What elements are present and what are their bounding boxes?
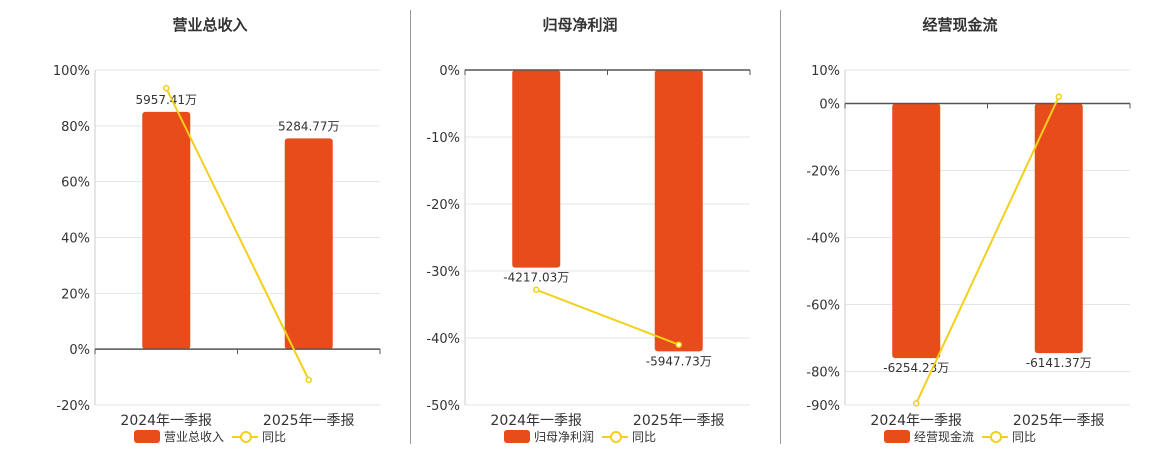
chart-title: 经营现金流: [922, 16, 998, 34]
yoy-line: [535, 288, 680, 346]
bar: [892, 103, 941, 359]
bar-value-label: -4217.03万: [503, 271, 569, 285]
legend-item-line[interactable]: 同比: [232, 428, 286, 445]
yoy-line: [165, 87, 310, 381]
legend-line-label: 同比: [1012, 430, 1037, 444]
legend-item-bar[interactable]: 归母净利润: [503, 428, 594, 445]
legend-bar-label: 经营现金流: [913, 430, 974, 444]
yoy-point: [305, 376, 312, 384]
x-category-label: 2025年一季报: [263, 413, 355, 429]
legend-bar-label: 归母净利润: [533, 430, 594, 444]
y-tick-label: -20%: [806, 165, 840, 180]
bar-value-label: -6141.37万: [1026, 356, 1092, 370]
yoy-point: [1055, 93, 1062, 101]
legend-bar-label: 营业总收入: [163, 430, 224, 444]
bar: [1034, 103, 1083, 354]
legend-line-swatch: [232, 430, 258, 443]
y-tick-label: -30%: [426, 265, 460, 280]
bar: [142, 111, 191, 350]
bar-value-label: 5284.77万: [278, 119, 340, 133]
y-tick-label: 100%: [53, 64, 90, 79]
legend-bar-swatch: [883, 430, 910, 443]
bar-value-label: 5957.41万: [135, 93, 197, 107]
y-tick-label: -20%: [426, 198, 460, 213]
y-tick-label: 0%: [819, 98, 840, 113]
x-category-label: 2024年一季报: [870, 413, 962, 429]
legend-item-bar[interactable]: 经营现金流: [883, 428, 974, 445]
y-tick-label: -10%: [426, 131, 460, 146]
yoy-point: [163, 84, 170, 92]
legend-line-swatch: [982, 430, 1008, 443]
panel-divider: [410, 10, 411, 444]
legend-bar-swatch: [503, 430, 530, 443]
bar-value-label: -5947.73万: [646, 354, 712, 368]
x-category-label: 2024年一季报: [490, 413, 582, 429]
chart-title: 归母净利润: [542, 16, 618, 34]
y-tick-label: 80%: [61, 120, 90, 135]
y-tick-label: 0%: [439, 64, 460, 79]
legend: 归母净利润 同比: [395, 428, 765, 445]
yoy-line: [915, 96, 1060, 404]
chart-plot: -20% 0% 20% 40% 60% 80% 100% 5957.41万 5284.77万 20…: [53, 64, 381, 429]
y-tick-label: -60%: [806, 299, 840, 314]
bar: [284, 138, 333, 350]
chart-panel-net-profit: 归母净利润 -50% -40% -30% -20% -10% 0% -4217.03万 -59…: [395, 0, 765, 450]
chart-plot: -90% -80% -60% -40% -20% 0% 10% -6254.23万 -6141.…: [806, 64, 1131, 429]
y-tick-label: 10%: [811, 64, 840, 79]
chart-panel-revenue: 营业总收入 -20% 0% 20% 40% 60% 80% 100% 5957.41万 5284…: [25, 0, 395, 450]
x-category-label: 2024年一季报: [120, 413, 212, 429]
chart-plot: -50% -40% -30% -20% -10% 0% -4217.03万 -5947.73万…: [426, 64, 751, 429]
y-tick-label: -20%: [56, 399, 90, 414]
legend-item-line[interactable]: 同比: [602, 428, 656, 445]
bar: [654, 70, 703, 352]
legend-item-bar[interactable]: 营业总收入: [133, 428, 224, 445]
y-tick-label: 40%: [61, 232, 90, 247]
yoy-point: [913, 400, 920, 407]
yoy-point: [675, 341, 682, 348]
legend-bar-swatch: [133, 430, 160, 443]
x-category-label: 2025年一季报: [633, 413, 725, 429]
y-tick-label: -50%: [426, 399, 460, 414]
panel-divider: [780, 10, 781, 444]
legend-line-label: 同比: [632, 430, 657, 444]
bar: [512, 70, 561, 268]
bar-value-label: -6254.23万: [883, 361, 949, 375]
y-tick-label: -80%: [806, 366, 840, 381]
legend-line-label: 同比: [262, 430, 287, 444]
y-tick-label: -40%: [426, 332, 460, 347]
y-tick-label: 20%: [61, 287, 90, 302]
yoy-point: [533, 286, 540, 294]
legend-item-line[interactable]: 同比: [982, 428, 1036, 445]
chart-title: 营业总收入: [172, 16, 248, 34]
y-tick-label: 0%: [69, 343, 90, 358]
legend: 营业总收入 同比: [25, 428, 395, 445]
y-tick-label: 60%: [61, 176, 90, 191]
chart-panel-cash-flow: 经营现金流 -90% -80% -60% -40% -20% 0% 10% -6254.23万…: [775, 0, 1145, 450]
y-tick-label: -40%: [806, 232, 840, 247]
y-tick-label: -90%: [806, 399, 840, 414]
legend: 经营现金流 同比: [775, 428, 1145, 445]
x-category-label: 2025年一季报: [1013, 413, 1105, 429]
legend-line-swatch: [602, 430, 628, 443]
